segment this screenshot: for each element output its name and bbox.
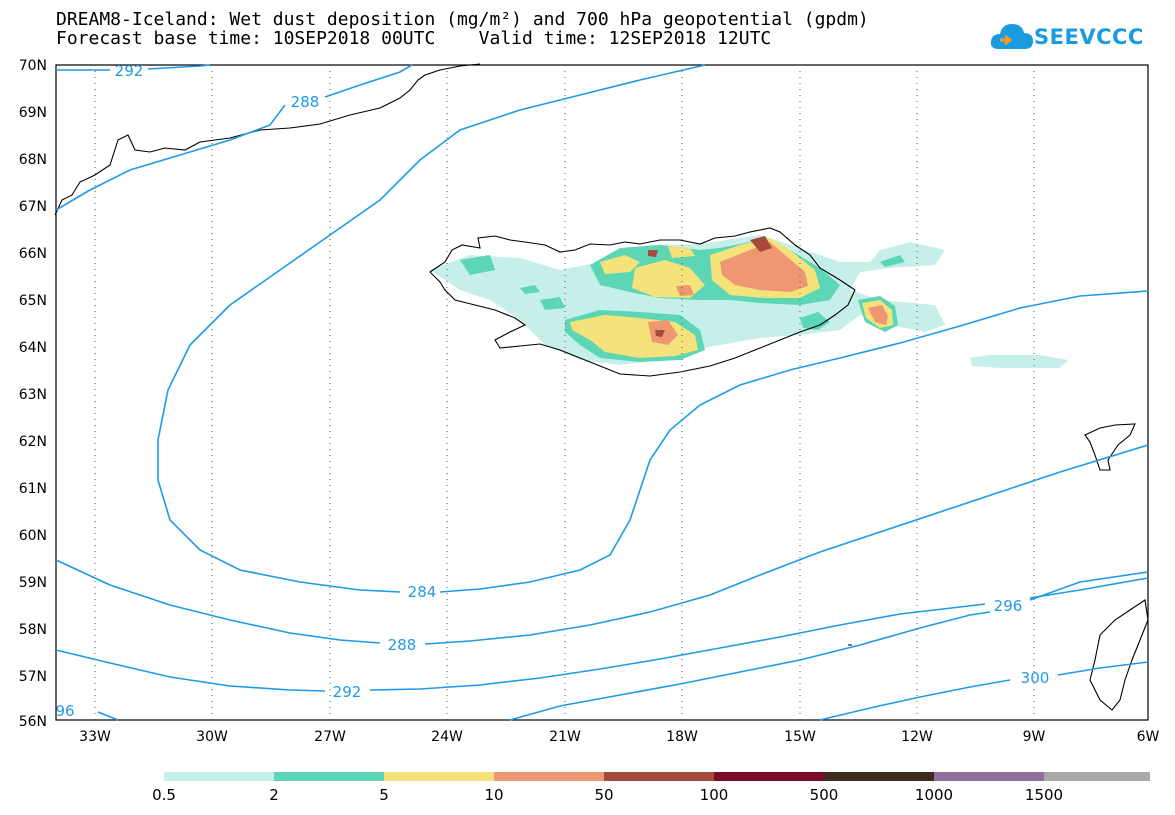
colorbar-swatch [824,772,934,781]
lat-label: 68N [19,152,47,168]
lon-label: 18W [666,729,698,745]
colorbar-label: 2 [269,786,279,804]
lon-label: 6W [1137,729,1160,745]
lon-label: 21W [549,729,581,745]
logo-text: SEEVCCC [1034,25,1144,49]
contour-label: 292 [115,62,144,80]
contour-label: 288 [388,636,417,654]
colorbar-swatch [1044,772,1150,781]
lon-label: 33W [79,729,111,745]
colorbar-label: 10 [484,786,503,804]
coastlines [54,63,1149,711]
lat-label: 57N [19,669,47,685]
colorbar-label: 1500 [1025,786,1063,804]
colorbar-swatch [164,772,274,781]
map-title: DREAM8-Iceland: Wet dust deposition (mg/… [56,9,869,30]
geopotential-contours [55,64,1149,721]
lat-label: 64N [19,340,47,356]
colorbar [164,772,1150,781]
lon-label: 9W [1023,729,1046,745]
cloud-icon [990,24,1033,49]
colorbar-label: 500 [810,786,839,804]
colorbar-label: 100 [700,786,729,804]
lon-label: 27W [314,729,346,745]
lat-label: 66N [19,246,47,262]
lat-label: 63N [19,387,47,403]
lat-label: 58N [19,622,47,638]
contour-label: 96 [55,702,74,720]
map-frame [55,64,1149,721]
contour-label: 300 [1021,669,1050,687]
contour-label: 292 [333,683,362,701]
lat-label: 56N [19,714,47,730]
colorbar-swatch [384,772,494,781]
colorbar-label: 5 [379,786,389,804]
lon-label: 30W [196,729,228,745]
colorbar-swatch [494,772,604,781]
lat-label: 60N [19,528,47,544]
lat-label: 65N [19,293,47,309]
colorbar-label: 1000 [915,786,953,804]
contour-label: 288 [291,93,320,111]
lat-label: 67N [19,199,47,215]
contour-label: 284 [408,583,437,601]
lat-label: 70N [19,58,47,74]
colorbar-label: 0.5 [152,786,176,804]
lon-label: 15W [784,729,816,745]
lat-label: 62N [19,434,47,450]
colorbar-swatch [604,772,714,781]
lon-label: 12W [901,729,933,745]
lat-label: 59N [19,575,47,591]
colorbar-swatch [934,772,1044,781]
lat-label: 69N [19,105,47,121]
colorbar-label: 50 [594,786,613,804]
colorbar-swatch [274,772,384,781]
lat-label: 61N [19,481,47,497]
colorbar-swatch [714,772,824,781]
lon-label: 24W [431,729,463,745]
dust-deposition-shading [430,235,1068,368]
seevccc-logo: SEEVCCC [990,19,1143,57]
contour-label: 296 [994,597,1023,615]
forecast-times: Forecast base time: 10SEP2018 00UTC Vali… [56,28,772,49]
